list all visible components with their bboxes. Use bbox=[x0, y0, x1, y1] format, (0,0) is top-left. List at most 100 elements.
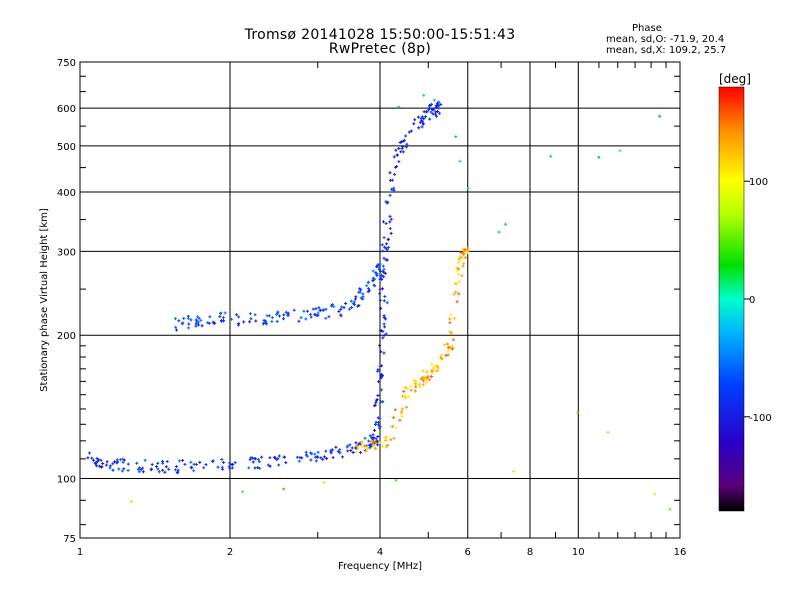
echo-point bbox=[430, 362, 434, 366]
echo-point bbox=[322, 481, 326, 484]
echo-point bbox=[383, 295, 387, 298]
echo-point bbox=[395, 153, 399, 157]
echo-point bbox=[186, 326, 190, 330]
echo-point bbox=[436, 103, 440, 107]
echo-point bbox=[374, 271, 378, 275]
echo-point bbox=[449, 312, 453, 316]
echo-point bbox=[373, 438, 377, 442]
echo-point bbox=[466, 187, 470, 190]
echo-point bbox=[382, 236, 386, 240]
echo-point bbox=[282, 313, 286, 317]
echo-point bbox=[111, 462, 115, 466]
echo-point bbox=[424, 110, 428, 114]
echo-point bbox=[446, 342, 450, 346]
echo-point bbox=[371, 279, 375, 283]
echo-point bbox=[297, 319, 301, 323]
echo-point bbox=[384, 438, 387, 442]
echo-point bbox=[363, 444, 367, 448]
echo-point bbox=[282, 487, 286, 491]
echo-point bbox=[382, 275, 386, 279]
echo-point bbox=[404, 145, 408, 149]
echo-point bbox=[454, 283, 458, 287]
echo-point bbox=[381, 287, 384, 291]
echo-point bbox=[413, 118, 417, 122]
echo-point bbox=[430, 375, 434, 378]
y-tick-label: 500 bbox=[57, 142, 76, 153]
echo-point bbox=[412, 122, 416, 126]
x-tick-label: 8 bbox=[527, 547, 533, 558]
echo-point bbox=[197, 323, 200, 327]
echo-point bbox=[361, 292, 365, 296]
echo-point bbox=[104, 463, 108, 467]
echo-point bbox=[194, 463, 198, 466]
echo-point bbox=[265, 322, 269, 326]
echo-point bbox=[297, 459, 301, 463]
echo-point bbox=[286, 311, 290, 315]
echo-point bbox=[260, 455, 264, 459]
echo-point bbox=[367, 287, 370, 291]
echo-point bbox=[119, 458, 123, 462]
echo-point bbox=[386, 443, 390, 447]
phase-heading: Phase bbox=[632, 23, 662, 34]
echo-point bbox=[322, 455, 326, 459]
echo-point bbox=[389, 231, 393, 235]
echo-point bbox=[378, 287, 382, 291]
echo-point bbox=[413, 382, 417, 386]
echo-point bbox=[319, 456, 323, 460]
echo-point bbox=[253, 313, 257, 317]
echo-point bbox=[181, 458, 185, 462]
x-tick-label: 10 bbox=[572, 547, 585, 558]
echo-point bbox=[270, 316, 274, 320]
echo-point bbox=[433, 112, 437, 116]
echo-point bbox=[275, 458, 279, 462]
echo-point bbox=[379, 350, 383, 354]
echo-point bbox=[257, 460, 261, 464]
echo-point bbox=[284, 461, 288, 465]
echo-point bbox=[316, 450, 320, 454]
echo-point bbox=[88, 451, 91, 455]
echo-point bbox=[373, 403, 377, 407]
echo-point bbox=[385, 301, 389, 305]
echo-point bbox=[425, 378, 429, 382]
echo-point bbox=[310, 452, 314, 456]
echo-point bbox=[451, 347, 454, 350]
echo-point bbox=[455, 300, 459, 304]
echo-point bbox=[382, 314, 386, 318]
echo-point bbox=[394, 478, 398, 482]
echo-point bbox=[454, 135, 458, 139]
echo-point bbox=[356, 304, 360, 308]
echo-point bbox=[275, 320, 279, 323]
echo-point bbox=[385, 248, 389, 252]
echo-point bbox=[384, 222, 388, 225]
echo-point bbox=[386, 246, 390, 249]
echo-point bbox=[386, 200, 390, 204]
echo-point bbox=[282, 455, 286, 459]
echo-point bbox=[321, 457, 325, 461]
echo-point bbox=[105, 460, 109, 464]
colorbar-ticks: 100 0 -100 bbox=[744, 177, 772, 424]
echo-point bbox=[223, 311, 227, 315]
echo-point bbox=[450, 331, 454, 335]
echo-point bbox=[241, 490, 245, 494]
echo-point bbox=[189, 318, 193, 322]
echo-point bbox=[443, 343, 447, 347]
echo-point bbox=[418, 382, 421, 386]
echo-point bbox=[376, 369, 380, 373]
echo-point bbox=[405, 142, 409, 146]
echo-point bbox=[421, 383, 425, 387]
echo-point bbox=[266, 463, 270, 467]
echo-point bbox=[340, 305, 344, 309]
echo-point bbox=[99, 465, 103, 469]
echo-point bbox=[372, 444, 376, 448]
echo-point bbox=[149, 468, 153, 472]
echo-point bbox=[382, 322, 386, 326]
echo-point bbox=[352, 303, 356, 307]
echo-point bbox=[381, 400, 385, 404]
echo-point bbox=[339, 307, 343, 311]
echo-point bbox=[330, 303, 334, 306]
echo-point bbox=[418, 385, 422, 389]
echo-point bbox=[384, 332, 388, 336]
echo-point bbox=[365, 446, 369, 449]
echo-point bbox=[378, 298, 382, 302]
